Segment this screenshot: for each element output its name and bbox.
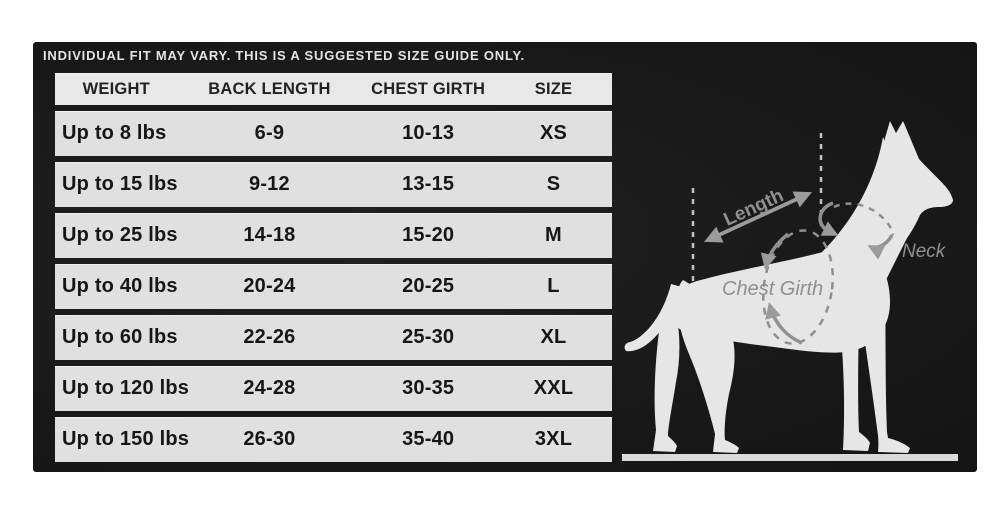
size-guide-panel: INDIVIDUAL FIT MAY VARY. THIS IS A SUGGE… [33, 42, 977, 472]
table-cell: Up to 60 lbs [62, 326, 178, 348]
neck-ellipse [833, 202, 895, 236]
table-cell: 20-24 [243, 275, 296, 297]
table-cell: 25-30 [402, 326, 455, 348]
table-cell: S [546, 173, 561, 195]
table-cell: 22-26 [243, 326, 296, 348]
table-cell: Up to 15 lbs [62, 173, 178, 195]
table-row: Up to 15 lbs 9-12 13-15 S [55, 162, 612, 207]
table-cell: 3XL [534, 428, 573, 450]
neck-arrow-right [867, 234, 894, 260]
table-cell: 35-40 [402, 428, 455, 450]
table-cell: L [547, 275, 560, 297]
neck-arrow-left [818, 201, 839, 236]
table-row: Up to 60 lbs 22-26 25-30 XL [55, 315, 612, 360]
length-label: Length [721, 185, 787, 230]
table-row: Up to 120 lbs 24-28 30-35 XXL [55, 366, 612, 411]
table-row: Up to 25 lbs 14-18 15-20 M [55, 213, 612, 258]
table-cell: XXL [533, 377, 574, 399]
table-body: Up to 8 lbs 6-9 10-13 XS Up to 15 lbs 9-12 13-… [55, 111, 612, 462]
neck-label: Neck [902, 241, 947, 262]
table-cell: XS [539, 122, 568, 144]
chest-girth-label: Chest Girth [722, 278, 823, 300]
disclaimer-text: INDIVIDUAL FIT MAY VARY. THIS IS A SUGGE… [43, 48, 525, 63]
table-cell: 26-30 [243, 428, 296, 450]
chest-girth-arrow-bottom [765, 302, 803, 345]
chest-girth-arrow-top [760, 232, 790, 270]
table-cell: 13-15 [402, 173, 455, 195]
header-size: SIZE [534, 79, 573, 98]
table-cell: 24-28 [243, 377, 296, 399]
table-header-row: WEIGHT BACK LENGTH CHEST GIRTH SIZE [55, 73, 612, 105]
dog-silhouette [624, 121, 953, 453]
table-row: Up to 8 lbs 6-9 10-13 XS [55, 111, 612, 156]
table-cell: Up to 25 lbs [62, 224, 178, 246]
table-cell: M [545, 224, 562, 246]
header-chest-girth: CHEST GIRTH [371, 79, 486, 98]
table-row: Up to 150 lbs 26-30 35-40 3XL [55, 417, 612, 462]
table-cell: 15-20 [402, 224, 455, 246]
header-back-length: BACK LENGTH [208, 79, 331, 98]
table-cell: Up to 8 lbs [62, 122, 167, 144]
table-cell: 14-18 [243, 224, 296, 246]
table-cell: XL [540, 326, 567, 348]
table-cell: Up to 150 lbs [62, 428, 190, 450]
table-cell: 6-9 [254, 122, 285, 144]
table-cell: 10-13 [402, 122, 455, 144]
table-cell: 20-25 [402, 275, 455, 297]
size-table: WEIGHT BACK LENGTH CHEST GIRTH SIZE Up to 8… [55, 73, 612, 462]
length-arrow [704, 191, 812, 243]
table-cell: 30-35 [402, 377, 455, 399]
chest-girth-ellipse [762, 229, 834, 345]
table-cell: Up to 120 lbs [62, 377, 190, 399]
table-cell: 9-12 [249, 173, 290, 195]
table-cell: Up to 40 lbs [62, 275, 178, 297]
header-weight: WEIGHT [82, 79, 150, 98]
ground-line [622, 454, 958, 461]
table-row: Up to 40 lbs 20-24 20-25 L [55, 264, 612, 309]
